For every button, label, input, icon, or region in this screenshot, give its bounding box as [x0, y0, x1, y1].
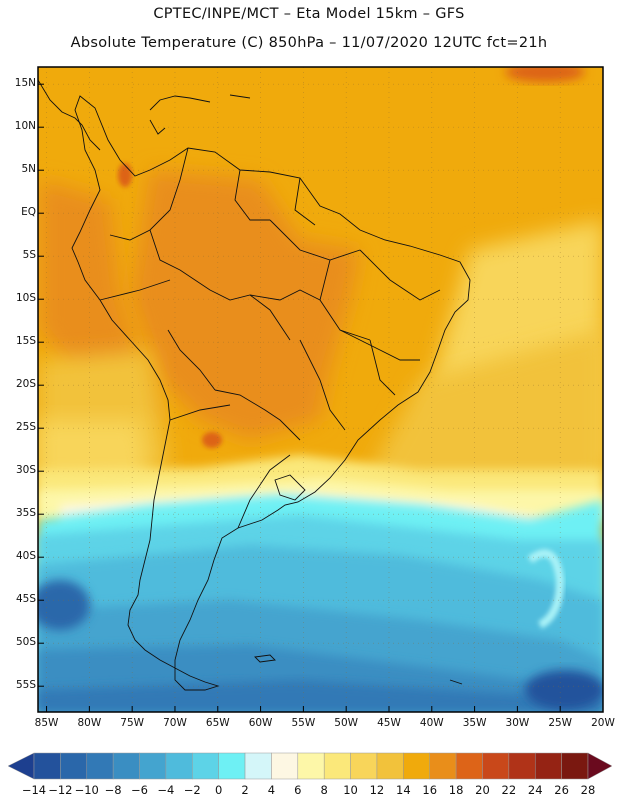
latitude-label: 5N [21, 163, 36, 176]
colorbar-label: 0 [214, 783, 223, 797]
latitude-label: 10S [15, 292, 36, 305]
colorbar-cell [60, 752, 88, 780]
colorbar-cell [508, 752, 536, 780]
colorbar-label: −4 [157, 783, 175, 797]
latitude-label: 20S [15, 378, 36, 391]
colorbar-cell [271, 752, 299, 780]
colorbar-label: 24 [527, 783, 543, 797]
colorbar-label: −8 [104, 783, 122, 797]
colorbar-label: 20 [475, 783, 490, 797]
colorbar-label: 4 [267, 783, 276, 797]
colorbar-label: 2 [241, 783, 249, 797]
longitude-label: 75W [120, 717, 145, 729]
colorbar-cell [192, 752, 219, 780]
colorbar-cell [429, 752, 457, 780]
colorbar-cell [350, 752, 378, 780]
longitude-label: 70W [163, 717, 187, 729]
longitude-label: 65W [205, 717, 230, 729]
colorbar-label: −12 [48, 783, 73, 797]
coastline-borders [38, 79, 471, 691]
longitude-label: 30W [505, 717, 530, 729]
longitude-label: 40W [419, 717, 444, 729]
colorbar-cell [561, 752, 589, 780]
colorbar-cell [165, 752, 193, 780]
longitude-label: 60W [248, 717, 273, 729]
graticule-grid [38, 67, 603, 712]
latitude-label: 25S [15, 421, 36, 434]
axis-ticks [38, 83, 604, 712]
colorbar-label: 18 [448, 783, 464, 797]
latitude-label: 15S [15, 335, 36, 348]
colorbar-label: 8 [320, 783, 328, 797]
colorbar-cell [482, 752, 510, 780]
colorbar-cell [139, 752, 167, 780]
colorbar-label: 12 [369, 783, 385, 797]
longitude-label: 45W [377, 717, 401, 729]
colorbar-label: 6 [294, 783, 302, 797]
colorbar-label: 16 [422, 783, 438, 797]
latitude-label: 10N [14, 120, 36, 133]
colorbar-label: 14 [396, 783, 411, 797]
longitude-label: 50W [334, 717, 359, 729]
colorbar-label: 10 [343, 783, 358, 797]
temperature-field [38, 67, 603, 712]
latitude-label: 15N [14, 77, 36, 90]
latitude-label: 5S [22, 249, 36, 262]
colorbar-label: −2 [183, 783, 201, 797]
colorbar-label: 28 [580, 783, 596, 797]
colorbar-label: 26 [554, 783, 569, 797]
temperature-map [37, 66, 604, 713]
latitude-label: 35S [15, 507, 36, 520]
longitude-label: 85W [34, 717, 59, 729]
colorbar-cell [455, 752, 483, 780]
latitude-label: 50S [15, 636, 36, 649]
colorbar-cell [534, 752, 562, 780]
latitude-label: EQ [21, 206, 36, 219]
colorbar-label: 22 [501, 783, 517, 797]
colorbar-cell [376, 752, 404, 780]
colorbar-cell [323, 752, 351, 780]
header-title-field: Absolute Temperature (C) 850hPa – 11/07/… [70, 35, 548, 51]
latitude-label: 45S [15, 593, 36, 606]
colorbar-cell [33, 752, 61, 780]
longitude-label: 80W [77, 717, 102, 729]
colorbar-cell [297, 752, 325, 780]
longitude-label: 25W [548, 717, 573, 729]
latitude-label: 30S [15, 464, 36, 477]
longitude-label: 35W [462, 717, 487, 729]
latitude-label: 40S [15, 550, 36, 563]
map-frame [37, 66, 604, 713]
longitude-label: 20W [591, 717, 615, 729]
latitude-label: 55S [15, 679, 36, 692]
colorbar-overflow-arrow [587, 752, 613, 780]
colorbar-label: −6 [131, 783, 148, 797]
colorbar-label: −10 [74, 783, 99, 797]
colorbar-underflow-arrow [7, 752, 35, 780]
colorbar-cell [86, 752, 114, 780]
colorbar-cell [403, 752, 430, 780]
colorbar-cell [218, 752, 246, 780]
colorbar-label: −14 [21, 783, 47, 797]
header-title-model: CPTEC/INPE/MCT – Eta Model 15km – GFS [153, 6, 465, 22]
longitude-label: 55W [291, 717, 316, 729]
colorbar-cell [112, 752, 140, 780]
colorbar-cell [244, 752, 272, 780]
